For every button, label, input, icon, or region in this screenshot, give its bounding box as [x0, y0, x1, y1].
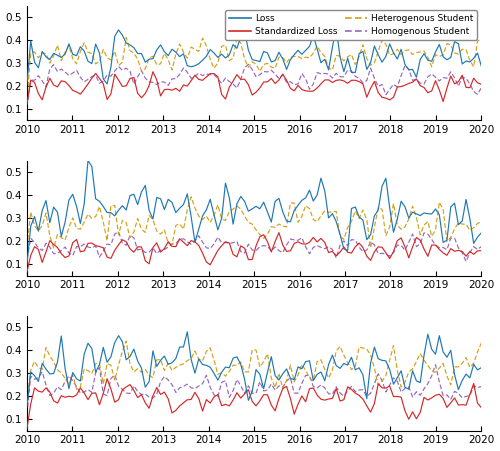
- Legend: Loss, Standardized Loss, Heterogenous Student, Homogenous Student: Loss, Standardized Loss, Heterogenous St…: [225, 10, 477, 40]
